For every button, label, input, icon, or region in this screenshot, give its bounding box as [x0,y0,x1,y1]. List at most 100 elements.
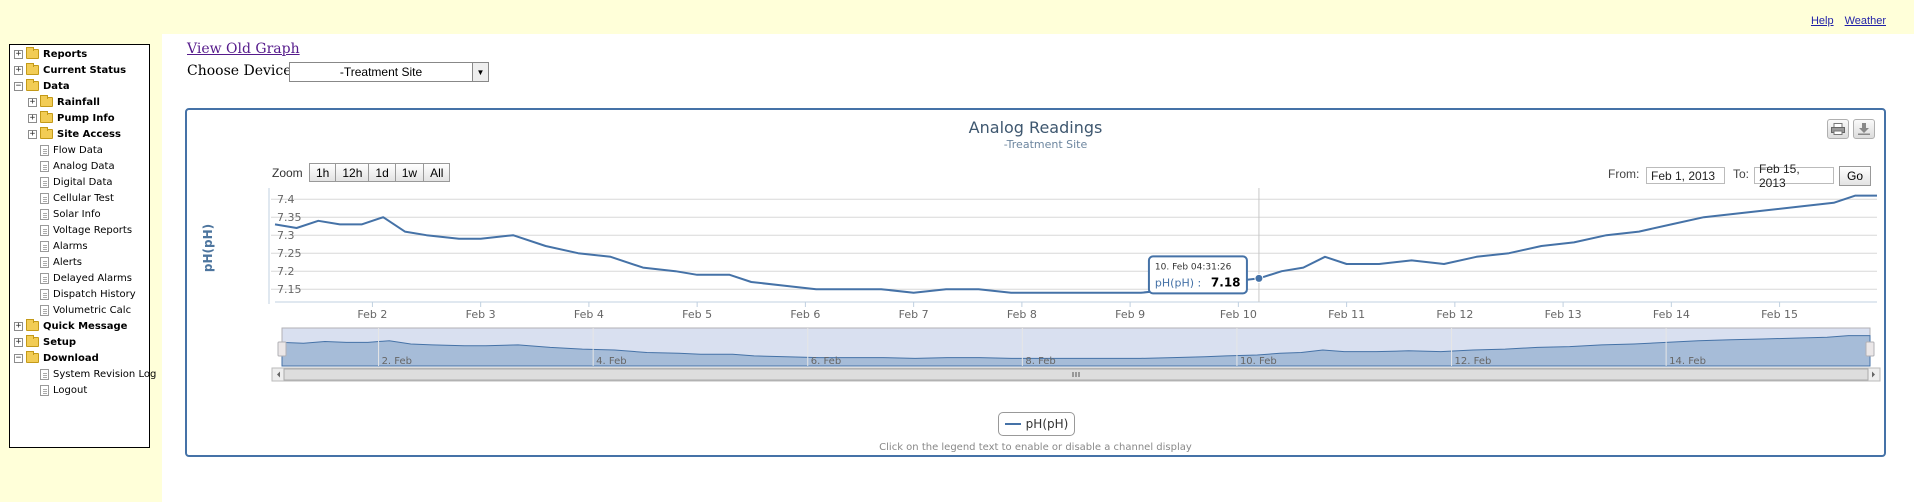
collapse-icon[interactable]: − [14,352,23,363]
tree-item-label: Reports [43,48,88,60]
tree-item-label: Quick Message [43,320,128,332]
tree-item-download[interactable]: − Download [14,351,99,365]
tree-item-dispatch-history[interactable]: Dispatch History [30,287,136,301]
tree-item-digital-data[interactable]: Digital Data [30,175,113,189]
folder-icon [40,111,53,123]
print-button[interactable] [1827,119,1849,139]
tree-item-label: Logout [53,384,88,396]
collapse-icon[interactable]: − [14,80,23,91]
document-icon [40,224,49,236]
hover-point [1254,273,1264,283]
tree-item-voltage-reports[interactable]: Voltage Reports [30,223,132,237]
tree-item-label: Cellular Test [53,192,114,204]
go-button[interactable]: Go [1839,166,1871,186]
view-old-graph-link[interactable]: View Old Graph [187,41,300,57]
zoom-button-12h[interactable]: 12h [335,163,370,182]
document-icon [40,240,49,252]
expand-icon[interactable]: + [28,96,37,107]
expand-icon[interactable]: + [14,320,23,331]
navigator-label: 4. Feb [596,356,626,367]
folder-icon [26,319,39,331]
chart-subtitle: -Treatment Site [1003,138,1088,151]
document-icon [40,256,49,268]
tree-item-label: Digital Data [53,176,113,188]
chart-panel: Analog Readings -Treatment Site Zoom 1h 1… [185,108,1886,457]
document-icon [40,160,49,172]
tree-item-logout[interactable]: Logout [30,383,87,397]
tree-item-quick-message[interactable]: + Quick Message [14,319,127,333]
document-icon [40,208,49,220]
x-tick-label: Feb 3 [466,308,496,321]
tooltip-box [1147,255,1248,295]
tree-item-cellular-test[interactable]: Cellular Test [30,191,114,205]
tree-item-volumetric-calc[interactable]: Volumetric Calc [30,303,131,317]
tree-item-rainfall[interactable]: + Rainfall [28,95,100,109]
tree-item-setup[interactable]: + Setup [14,335,76,349]
document-icon [40,384,49,396]
tree-item-flow-data[interactable]: Flow Data [30,143,103,157]
tree-item-alerts[interactable]: Alerts [30,255,82,269]
y-tick-label: 7.25 [277,247,302,260]
expand-icon[interactable]: + [14,336,23,347]
tree-item-site-access[interactable]: + Site Access [28,127,121,141]
weather-link[interactable]: Weather [1844,15,1886,27]
folder-icon [40,127,53,139]
tree-item-label: System Revision Log [53,368,157,380]
tooltip-date: 10. Feb 04:31:26 [1155,262,1232,272]
tree-item-pump-info[interactable]: + Pump Info [28,111,115,125]
tree-item-analog-data[interactable]: Analog Data [30,159,115,173]
folder-icon [26,79,39,91]
navigator-label: 2. Feb [382,356,412,367]
tree-item-label: Delayed Alarms [53,272,132,284]
folder-icon [26,63,39,75]
expand-icon[interactable]: + [14,48,23,59]
tree-item-label: Flow Data [53,144,103,156]
navigator-label: 14. Feb [1669,356,1706,367]
tooltip-value: 7.18 [1211,275,1241,289]
download-button[interactable] [1853,119,1875,139]
print-icon [1831,123,1845,135]
navigator-right-handle[interactable] [1865,341,1875,357]
expand-icon[interactable]: + [28,128,37,139]
tree-item-solar-info[interactable]: Solar Info [30,207,101,221]
tooltip-series: pH(pH) : [1155,276,1201,289]
x-tick-label: Feb 8 [1007,308,1037,321]
expand-icon[interactable]: + [14,64,23,75]
zoom-button-all[interactable]: All [423,163,451,182]
tree-item-label: Dispatch History [53,288,136,300]
folder-icon [26,335,39,347]
x-tick-label: Feb 7 [899,308,929,321]
tree-item-label: Alerts [53,256,83,268]
scroll-right-arrow-icon[interactable] [1872,371,1875,378]
x-tick-label: Feb 4 [574,308,604,321]
x-tick-label: Feb 10 [1220,308,1257,321]
navigator-label: 10. Feb [1240,356,1277,367]
tree-item-label: Alarms [53,240,88,252]
navigator-label: 6. Feb [811,356,841,367]
tree-item-label: Rainfall [57,96,100,108]
tree-item-delayed-alarms[interactable]: Delayed Alarms [30,271,132,285]
zoom-button-group: 1h 12h 1d 1w All [309,163,451,182]
scroll-left-arrow-icon[interactable] [277,371,280,378]
from-label: From: [1608,167,1640,181]
folder-icon [26,47,39,59]
tree-item-system-revision-log[interactable]: System Revision Log [30,367,156,381]
from-date-input[interactable]: Feb 1, 2013 [1646,167,1725,184]
help-link[interactable]: Help [1810,15,1834,27]
x-tick-label: Feb 15 [1761,308,1798,321]
x-tick-label: Feb 14 [1653,308,1690,321]
tree-item-reports[interactable]: + Reports [14,47,87,61]
chart-svg: 7.4 7.35 7.3 7.25 7.2 7.15 pH(pH) Feb 2 Feb 3 Feb… [201,188,1881,382]
tree-item-current-status[interactable]: + Current Status [14,63,126,77]
tree-item-label: Data [43,80,70,92]
tree-item-label: Setup [43,336,77,348]
legend-item-ph[interactable]: pH(pH) [998,412,1075,436]
expand-icon[interactable]: + [28,112,37,123]
tree-item-alarms[interactable]: Alarms [30,239,88,253]
chevron-down-icon[interactable]: ▼ [472,63,488,81]
navigator-left-handle[interactable] [277,341,287,357]
top-banner [0,0,1914,34]
device-select[interactable]: -Treatment Site ▼ [289,62,489,82]
zoom-button-1w[interactable]: 1w [394,163,425,182]
tree-item-data[interactable]: − Data [14,79,70,93]
